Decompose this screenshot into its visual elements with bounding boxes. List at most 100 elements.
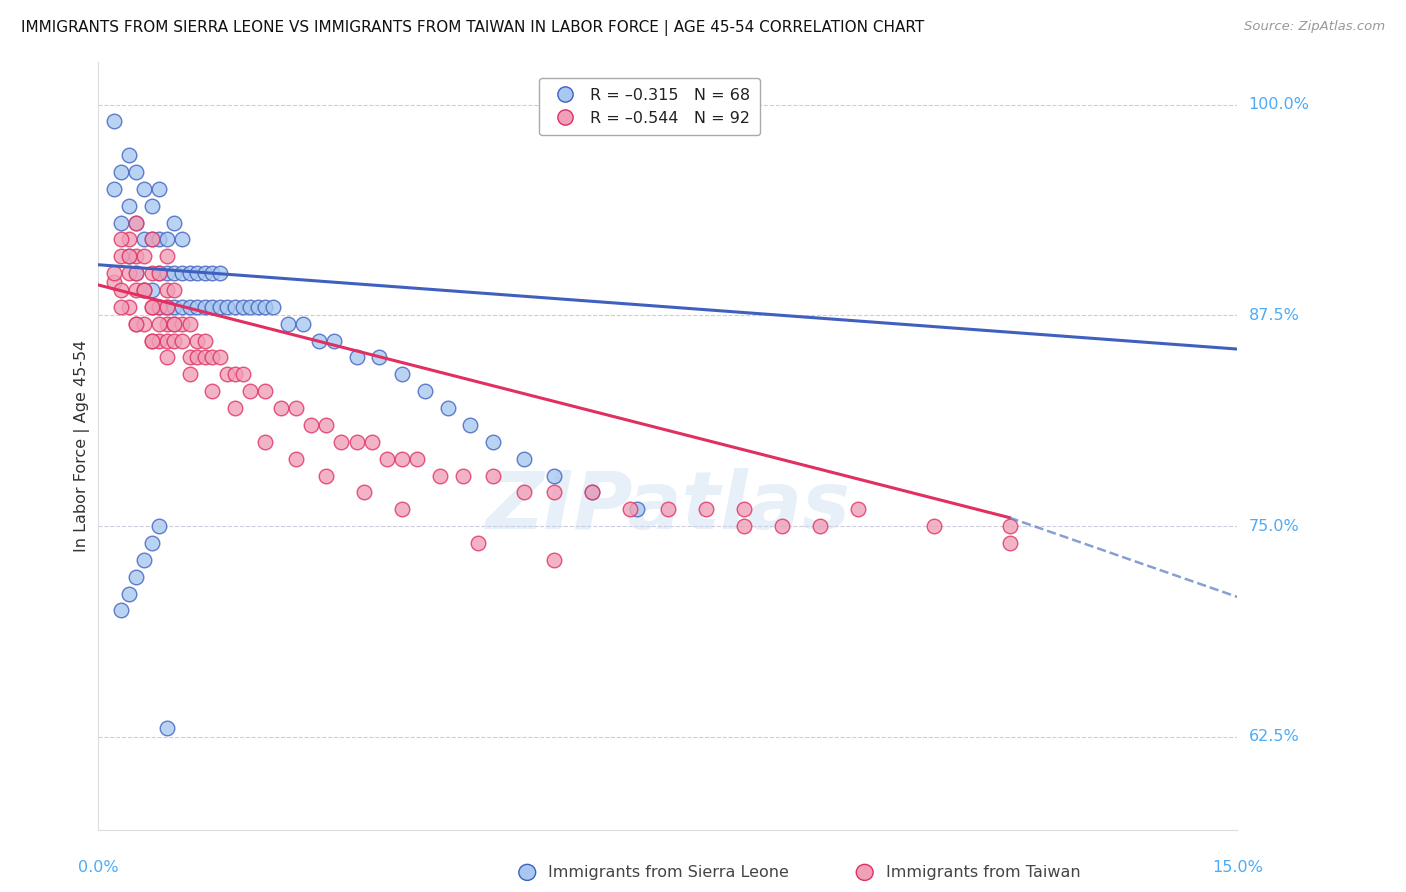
Point xyxy=(132,317,155,331)
Point xyxy=(360,434,382,449)
Point xyxy=(254,300,277,314)
Text: 62.5%: 62.5% xyxy=(1249,730,1299,744)
Point xyxy=(353,485,375,500)
Point xyxy=(170,266,193,280)
Point xyxy=(132,182,155,196)
Point xyxy=(657,502,679,516)
Point xyxy=(132,553,155,567)
Point xyxy=(270,401,292,415)
Point xyxy=(239,384,262,399)
Point xyxy=(179,351,201,365)
Point xyxy=(368,351,391,365)
Point xyxy=(201,266,224,280)
Point xyxy=(110,300,132,314)
Point xyxy=(406,451,429,466)
Point xyxy=(186,334,208,348)
Point xyxy=(156,300,179,314)
Point xyxy=(512,451,534,466)
Point xyxy=(170,300,193,314)
Point xyxy=(998,519,1021,533)
Point xyxy=(141,199,163,213)
Point xyxy=(232,368,254,382)
Point xyxy=(460,417,482,432)
Point xyxy=(156,334,179,348)
Point xyxy=(346,434,368,449)
Point xyxy=(413,384,436,399)
Point xyxy=(391,368,413,382)
Point xyxy=(148,317,170,331)
Point xyxy=(543,468,565,483)
Point xyxy=(163,283,186,297)
Point xyxy=(118,300,141,314)
Text: IMMIGRANTS FROM SIERRA LEONE VS IMMIGRANTS FROM TAIWAN IN LABOR FORCE | AGE 45-5: IMMIGRANTS FROM SIERRA LEONE VS IMMIGRAN… xyxy=(21,20,924,36)
Point xyxy=(733,519,755,533)
Point xyxy=(132,283,155,297)
Y-axis label: In Labor Force | Age 45-54: In Labor Force | Age 45-54 xyxy=(75,340,90,552)
Point xyxy=(315,468,337,483)
Point xyxy=(110,216,132,230)
Point xyxy=(141,232,163,246)
Point xyxy=(118,266,141,280)
Point xyxy=(208,351,231,365)
Point xyxy=(201,351,224,365)
Point xyxy=(998,536,1021,550)
Point xyxy=(512,485,534,500)
Point xyxy=(118,148,141,162)
Point xyxy=(148,266,170,280)
Point xyxy=(232,300,254,314)
Text: 0.0%: 0.0% xyxy=(79,860,118,875)
Point xyxy=(156,283,179,297)
Point xyxy=(132,283,155,297)
Point xyxy=(391,502,413,516)
Point xyxy=(292,317,315,331)
Point xyxy=(581,485,603,500)
Point xyxy=(125,317,148,331)
Point xyxy=(163,334,186,348)
Point xyxy=(103,266,125,280)
Point xyxy=(125,249,148,263)
Point xyxy=(118,249,141,263)
Text: 100.0%: 100.0% xyxy=(1249,97,1309,112)
Point xyxy=(156,722,179,736)
Point xyxy=(391,451,413,466)
Point xyxy=(156,266,179,280)
Point xyxy=(148,266,170,280)
Point xyxy=(315,417,337,432)
Point xyxy=(125,317,148,331)
Legend: R = –0.315   N = 68, R = –0.544   N = 92: R = –0.315 N = 68, R = –0.544 N = 92 xyxy=(538,78,761,136)
Point xyxy=(626,502,648,516)
Point xyxy=(581,485,603,500)
Point xyxy=(103,182,125,196)
Point xyxy=(125,216,148,230)
Point xyxy=(284,451,307,466)
Point xyxy=(543,553,565,567)
Point xyxy=(110,249,132,263)
Point xyxy=(179,368,201,382)
Point xyxy=(619,502,641,516)
Point xyxy=(148,232,170,246)
Point xyxy=(141,283,163,297)
Point xyxy=(118,199,141,213)
Point xyxy=(186,351,208,365)
Point xyxy=(346,351,368,365)
Point xyxy=(733,502,755,516)
Point xyxy=(148,300,170,314)
Point xyxy=(163,317,186,331)
Point xyxy=(239,300,262,314)
Point xyxy=(163,300,186,314)
Point xyxy=(224,401,246,415)
Point xyxy=(770,519,793,533)
Point xyxy=(125,216,148,230)
Point xyxy=(141,266,163,280)
Point xyxy=(132,283,155,297)
Point xyxy=(156,249,179,263)
Point xyxy=(141,300,163,314)
Text: 15.0%: 15.0% xyxy=(1212,860,1263,875)
Point xyxy=(163,266,186,280)
Point xyxy=(148,182,170,196)
Point xyxy=(262,300,284,314)
Point xyxy=(125,283,148,297)
Point xyxy=(170,334,193,348)
Point xyxy=(170,232,193,246)
Point xyxy=(308,334,330,348)
